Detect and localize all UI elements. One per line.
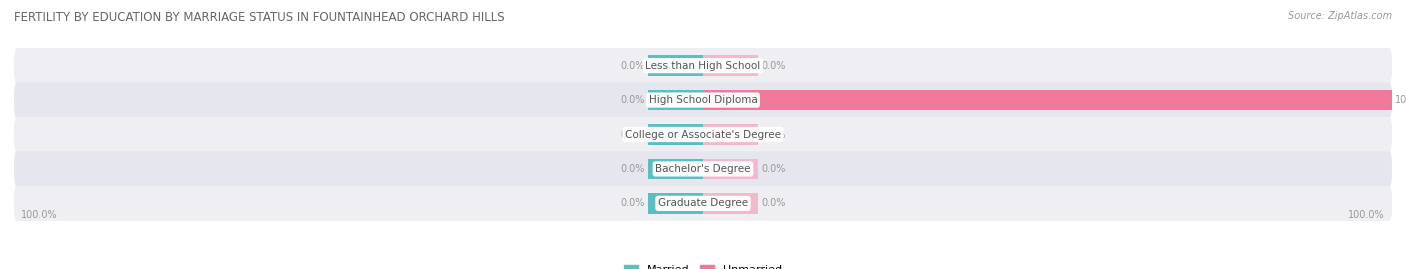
Bar (703, 90, 1392, 110)
FancyBboxPatch shape (14, 117, 1392, 152)
Text: 100.0%: 100.0% (1395, 95, 1406, 105)
Text: High School Diploma: High School Diploma (648, 95, 758, 105)
FancyBboxPatch shape (14, 83, 1392, 118)
Text: 0.0%: 0.0% (762, 164, 786, 174)
Text: 0.0%: 0.0% (762, 61, 786, 71)
Legend: Married, Unmarried: Married, Unmarried (624, 264, 782, 269)
Bar (703, 124, 758, 145)
Text: 100.0%: 100.0% (1348, 210, 1385, 220)
Text: FERTILITY BY EDUCATION BY MARRIAGE STATUS IN FOUNTAINHEAD ORCHARD HILLS: FERTILITY BY EDUCATION BY MARRIAGE STATU… (14, 11, 505, 24)
Text: 0.0%: 0.0% (620, 164, 644, 174)
Bar (703, 193, 758, 214)
Bar (648, 90, 703, 110)
Text: 0.0%: 0.0% (762, 198, 786, 208)
Text: Less than High School: Less than High School (645, 61, 761, 71)
Text: Bachelor's Degree: Bachelor's Degree (655, 164, 751, 174)
FancyBboxPatch shape (14, 48, 1392, 83)
Bar (648, 159, 703, 179)
FancyBboxPatch shape (14, 186, 1392, 221)
Bar (648, 55, 703, 76)
Bar (648, 124, 703, 145)
Text: 0.0%: 0.0% (620, 95, 644, 105)
Text: Graduate Degree: Graduate Degree (658, 198, 748, 208)
Text: College or Associate's Degree: College or Associate's Degree (626, 129, 780, 140)
Bar (648, 193, 703, 214)
Bar (703, 55, 758, 76)
FancyBboxPatch shape (14, 151, 1392, 186)
Text: 0.0%: 0.0% (620, 129, 644, 140)
Text: 0.0%: 0.0% (762, 129, 786, 140)
Text: 0.0%: 0.0% (620, 61, 644, 71)
Bar (703, 159, 758, 179)
Text: Source: ZipAtlas.com: Source: ZipAtlas.com (1288, 11, 1392, 21)
Text: 100.0%: 100.0% (21, 210, 58, 220)
Text: 0.0%: 0.0% (620, 198, 644, 208)
